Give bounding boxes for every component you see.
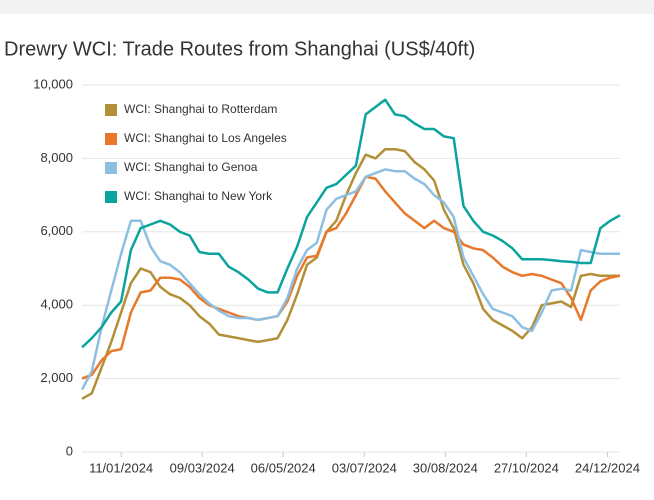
y-tick-label: 6,000: [40, 223, 73, 238]
y-tick-label: 0: [66, 443, 73, 458]
y-tick-label: 2,000: [40, 370, 73, 385]
y-tick-label: 10,000: [33, 76, 73, 91]
series-line: [80, 168, 620, 391]
legend-swatch: [105, 162, 117, 174]
legend-label: WCI: Shanghai to New York: [124, 189, 273, 203]
x-tick-label: 03/07/2024: [332, 460, 397, 475]
series-line: [81, 175, 621, 380]
y-tick-label: 4,000: [40, 297, 73, 312]
legend-swatch: [105, 104, 117, 116]
x-tick-label: 09/03/2024: [170, 460, 235, 475]
legend-swatch: [105, 133, 117, 145]
chart-title: Drewry WCI: Trade Routes from Shanghai (…: [4, 38, 475, 60]
legend-label: WCI: Shanghai to Los Angeles: [124, 131, 287, 145]
legend-label: WCI: Shanghai to Genoa: [124, 160, 258, 174]
y-tick-label: 8,000: [40, 150, 73, 165]
x-tick-label: 30/08/2024: [413, 460, 478, 475]
x-tick-label: 06/05/2024: [251, 460, 316, 475]
series-line: [81, 147, 620, 400]
x-tick-label: 11/01/2024: [89, 460, 153, 475]
legend-label: WCI: Shanghai to Rotterdam: [124, 102, 277, 116]
x-tick-label: 27/10/2024: [494, 460, 559, 475]
top-bar: [0, 0, 654, 14]
x-tick-label: 24/12/2024: [575, 460, 640, 475]
series-line: [81, 98, 621, 349]
legend-swatch: [105, 191, 117, 203]
